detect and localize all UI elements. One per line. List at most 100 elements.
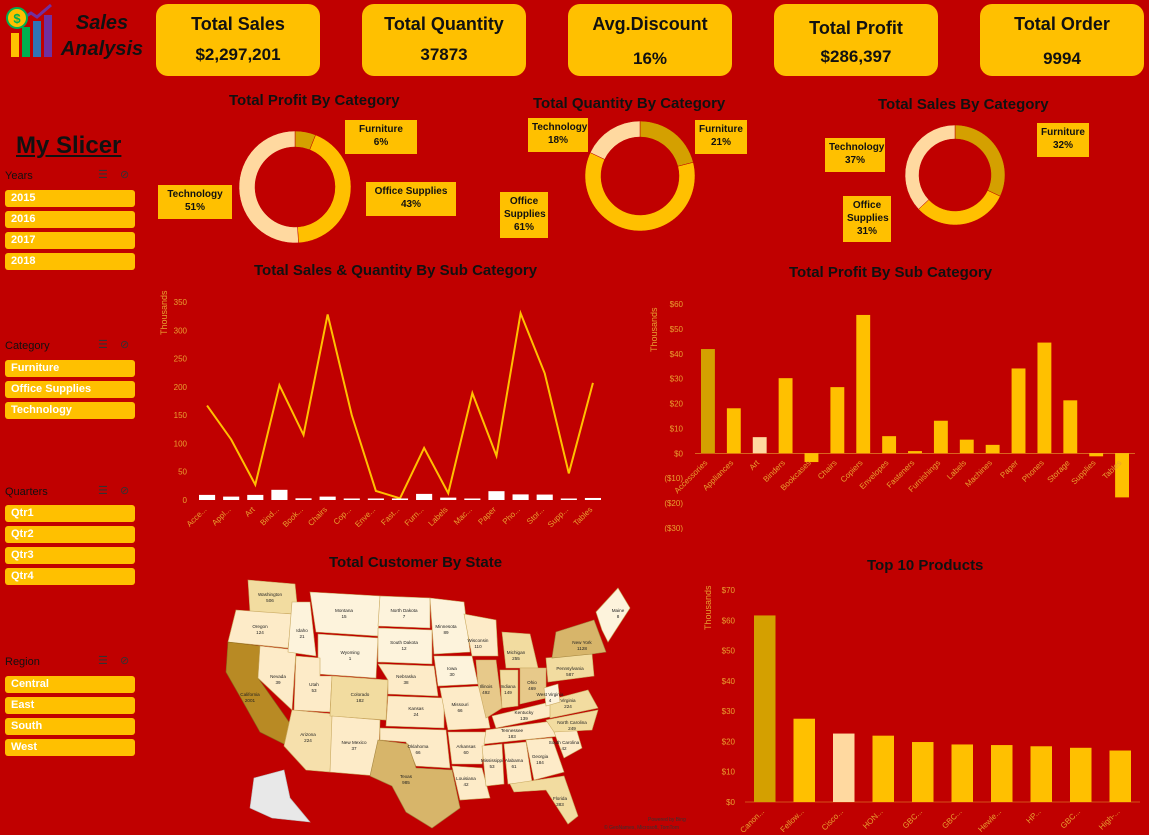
profit-bar: [985, 444, 1000, 454]
map-north-dakota: [377, 595, 431, 629]
state-value-label: 42: [463, 782, 469, 787]
state-name-label: North Carolina: [557, 720, 587, 725]
multi-select-icon[interactable]: ☰: [98, 169, 108, 181]
state-name-label: Arizona: [300, 732, 316, 737]
callout-furniture: Furniture 6%: [345, 120, 417, 154]
slicer-item-office-supplies[interactable]: Office Supplies: [5, 381, 135, 398]
quantity-bar: [271, 489, 288, 500]
kpi-total-sales: Total Sales $2,297,201: [156, 4, 320, 76]
kpi-total-order: Total Order 9994: [980, 4, 1144, 76]
brand-line1: Sales: [75, 12, 129, 34]
slicer-item-south[interactable]: South: [5, 718, 135, 735]
slicer-label-years: Years: [5, 170, 33, 182]
slicer-item-qtr2[interactable]: Qtr2: [5, 526, 135, 543]
y-tick-label: 0: [183, 496, 188, 505]
map-idaho: [287, 601, 317, 657]
state-name-label: Oklahoma: [408, 744, 429, 749]
state-name-label: Minnesota: [435, 624, 457, 629]
logo-icon: $: [5, 3, 55, 61]
state-name-label: Illinois: [480, 684, 493, 689]
slicer-item-2015[interactable]: 2015: [5, 190, 135, 207]
state-value-label: 39: [275, 680, 281, 685]
slicer-label-category: Category: [5, 340, 50, 352]
quantity-bar: [295, 498, 312, 500]
svg-text:$: $: [13, 11, 21, 26]
state-value-label: 182: [356, 698, 364, 703]
kpi-avg-discount: Avg.Discount 16%: [568, 4, 732, 76]
x-tick-label: Chairs: [306, 505, 329, 528]
map-georgia: [525, 737, 565, 781]
slicer-item-2017[interactable]: 2017: [5, 232, 135, 249]
x-tick-label: Pho...: [501, 505, 522, 526]
slicer-item-east[interactable]: East: [5, 697, 135, 714]
state-name-label: Kansas: [408, 706, 424, 711]
clear-filter-icon[interactable]: ⊘: [120, 169, 130, 181]
slicer-item-furniture[interactable]: Furniture: [5, 360, 135, 377]
state-name-label: North Dakota: [390, 608, 418, 613]
state-value-label: 184: [536, 760, 544, 765]
map-new-england: [595, 587, 631, 643]
map-missouri: [439, 685, 491, 731]
x-tick-label: Binders: [761, 458, 787, 484]
profit-bar: [908, 451, 922, 454]
slicer-item-qtr4[interactable]: Qtr4: [5, 568, 135, 585]
state-name-label: Idaho: [296, 628, 308, 633]
profit-bar: [1089, 453, 1104, 457]
state-value-label: 1: [349, 656, 352, 661]
donut-slice-technology: [589, 120, 641, 160]
x-tick-label: Labels: [427, 505, 450, 528]
profit-bar: [933, 420, 948, 454]
slicer-item-technology[interactable]: Technology: [5, 402, 135, 419]
clear-filter-icon[interactable]: ⊘: [120, 655, 130, 667]
map-louisiana: [451, 765, 491, 801]
clear-filter-icon[interactable]: ⊘: [120, 485, 130, 497]
y-tick-label: $40: [670, 350, 684, 359]
multi-select-icon[interactable]: ☰: [98, 655, 108, 667]
callout-pct: 32%: [1052, 140, 1073, 151]
callout-pct: 18%: [547, 135, 568, 146]
quantity-bar: [512, 494, 529, 500]
donut-slice-furniture: [954, 124, 1006, 197]
y-tick-label: $30: [670, 375, 684, 384]
clear-filter-icon[interactable]: ⊘: [120, 339, 130, 351]
multi-select-icon[interactable]: ☰: [98, 485, 108, 497]
state-name-label: Iowa: [447, 666, 457, 671]
state-value-label: 149: [504, 690, 512, 695]
product-bar: [754, 615, 776, 802]
map-alaska: [249, 769, 311, 823]
y-tick-label: $20: [722, 737, 736, 746]
state-name-label: Pennsylvania: [556, 666, 584, 671]
x-tick-label: HON...: [861, 807, 885, 831]
kpi-total-quantity: Total Quantity 37873: [362, 4, 526, 76]
state-name-label: Maine: [612, 608, 625, 613]
slicer-item-qtr3[interactable]: Qtr3: [5, 547, 135, 564]
x-tick-label: GBC...: [940, 807, 963, 830]
quantity-bar: [440, 497, 457, 500]
quantity-bar: [464, 498, 481, 500]
slicer-item-2016[interactable]: 2016: [5, 211, 135, 228]
quantity-bar: [536, 494, 553, 500]
y-tick-label: $30: [722, 707, 736, 716]
quantity-bar: [247, 494, 264, 500]
kpi-title: Total Order: [1014, 14, 1110, 34]
slicer-item-west[interactable]: West: [5, 739, 135, 756]
map-arizona: [283, 709, 335, 773]
state-value-label: 224: [564, 704, 572, 709]
state-value-label: 21: [299, 634, 305, 639]
quantity-bar: [367, 498, 384, 500]
callout-pct: 31%: [856, 226, 877, 237]
brand-title: Sales Analysis: [56, 10, 148, 62]
map-footer: Powered by Bing: [648, 817, 686, 823]
multi-select-icon[interactable]: ☰: [98, 339, 108, 351]
y-tick-label: $50: [722, 647, 736, 656]
state-name-label: Colorado: [351, 692, 370, 697]
callout-pct: 51%: [184, 202, 205, 213]
slicer-item-2018[interactable]: 2018: [5, 253, 135, 270]
x-tick-label: Copiers: [839, 458, 865, 484]
chart-title: Total Sales & Quantity By Sub Category: [254, 262, 538, 279]
slicer-item-central[interactable]: Central: [5, 676, 135, 693]
slicer-item-qtr1[interactable]: Qtr1: [5, 505, 135, 522]
profit-bar: [726, 408, 741, 454]
bar-chart-top-products: Thousands $70 $60 $50 $40 $30 $20 $10 $0Canon...…: [703, 585, 1140, 832]
y-tick-label: $20: [670, 400, 684, 409]
